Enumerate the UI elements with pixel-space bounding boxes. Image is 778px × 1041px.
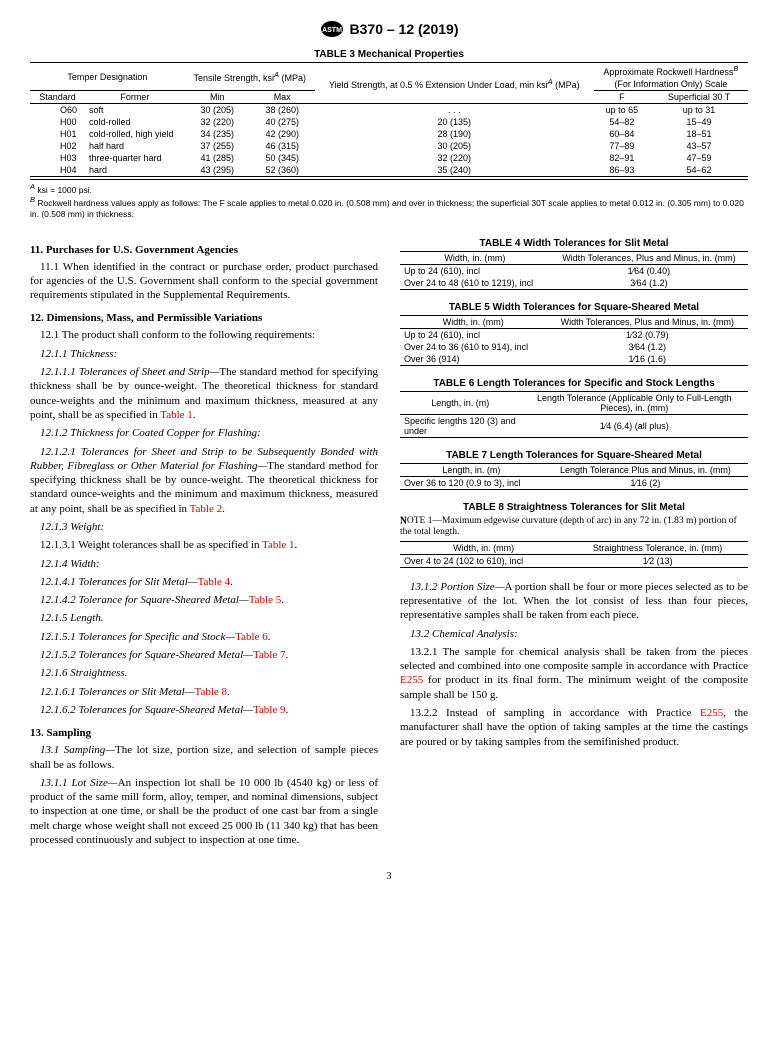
sec12-p2: 12.1.1 Thickness: [30,347,378,361]
table8-title: TABLE 8 Straightness Tolerances for Slit… [400,502,748,513]
sec13-p3: 13.1.2 Portion Size—A portion shall be f… [400,580,748,623]
table7-title: TABLE 7 Length Tolerances for Square-She… [400,450,748,461]
sec13-p2: 13.1.1 Lot Size—An inspection lot shall … [30,776,378,847]
table5-title: TABLE 5 Width Tolerances for Square-Shea… [400,302,748,313]
left-column: 11. Purchases for U.S. Government Agenci… [30,234,378,852]
sec12-p12: 12.1.5.1 Tolerances for Specific and Sto… [30,630,378,644]
table-row: Up to 24 (610), incl1⁄64 (0.40) [400,264,748,277]
astm-logo-icon: ASTM [320,20,344,38]
sec12-p10: 12.1.4.2 Tolerance for Square-Sheared Me… [30,593,378,607]
table-row: Up to 24 (610), incl1⁄32 (0.79) [400,328,748,341]
sec12-p8: 12.1.4 Width: [30,557,378,571]
table3-title: TABLE 3 Mechanical Properties [30,49,748,60]
sec13-title: 13. Sampling [30,727,378,739]
table-row: H03three-quarter hard41 (285)50 (345)32 … [30,152,748,164]
table-row: H04hard43 (295)52 (360)35 (240)86–9354–6… [30,164,748,177]
table7: Length, in. (m)Length Tolerance Plus and… [400,463,748,490]
svg-text:ASTM: ASTM [322,27,342,34]
sec13-p6: 13.2.2 Instead of sampling in accordance… [400,706,748,749]
sec13-p5: 13.2.1 The sample for chemical analysis … [400,645,748,702]
th-s30t: Superficial 30 T [650,91,748,104]
th-f: F [594,91,650,104]
page-number: 3 [30,871,748,882]
sec12-p1: 12.1 The product shall conform to the fo… [30,328,378,342]
sec12-p6: 12.1.3 Weight: [30,520,378,534]
sec12-title: 12. Dimensions, Mass, and Permissible Va… [30,312,378,324]
th-tensile: Tensile Strength, ksiA (MPa) [185,63,315,91]
table-row: O60soft30 (205)38 (260). . .up to 65up t… [30,104,748,117]
th-former: Former [85,91,185,104]
sec13-p1: 13.1 Sampling—The lot size, portion size… [30,743,378,772]
sec12-p15: 12.1.6.1 Tolerances or Slit Metal—Table … [30,685,378,699]
sec11-title: 11. Purchases for U.S. Government Agenci… [30,244,378,256]
table8: Width, in. (mm)Straightness Tolerance, i… [400,541,748,568]
table-row: Over 24 to 48 (610 to 1219), incl3⁄64 (1… [400,277,748,290]
sec12-p16: 12.1.6.2 Tolerances for Square-Sheared M… [30,703,378,717]
page-header: ASTM B370 – 12 (2019) [30,20,748,41]
table-row: H00cold-rolled32 (220)40 (275)20 (135)54… [30,116,748,128]
table6-title: TABLE 6 Length Tolerances for Specific a… [400,378,748,389]
table4: Width, in. (mm)Width Tolerances, Plus an… [400,251,748,290]
table-row: Over 36 (914)1⁄16 (1.6) [400,353,748,366]
designation: B370 – 12 (2019) [350,21,459,37]
th-std: Standard [30,91,85,104]
sec12-p9: 12.1.4.1 Tolerances for Slit Metal—Table… [30,575,378,589]
th-min: Min [185,91,250,104]
table-row: Over 24 to 36 (610 to 914), incl3⁄64 (1.… [400,341,748,353]
sec12-p4: 12.1.2 Thickness for Coated Copper for F… [30,426,378,440]
table-row: H01cold-rolled, high yield34 (235)42 (29… [30,128,748,140]
table3: Temper Designation Tensile Strength, ksi… [30,62,748,177]
th-rockwell: Approximate Rockwell HardnessB [594,63,748,79]
table-row: H02half hard37 (255)46 (315)30 (205)77–8… [30,140,748,152]
th-yield: Yield Strength, at 0.5 % Extension Under… [315,63,594,104]
sec11-p1: 11.1 When identified in the contract or … [30,260,378,303]
sec12-p7: 12.1.3.1 Weight tolerances shall be as s… [30,538,378,552]
table-row: Over 4 to 24 (102 to 610), incl1⁄2 (13) [400,554,748,567]
sec12-p5: 12.1.2.1 Tolerances for Sheet and Strip … [30,445,378,516]
table6: Length, in. (m)Length Tolerance (Applica… [400,391,748,438]
table5: Width, in. (mm)Width Tolerances, Plus an… [400,315,748,366]
right-column: TABLE 4 Width Tolerances for Slit Metal … [400,234,748,852]
th-max: Max [250,91,315,104]
sec12-p13: 12.1.5.2 Tolerances for Square-Sheared M… [30,648,378,662]
sec13-p4: 13.2 Chemical Analysis: [400,627,748,641]
table3-footnotes: A ksi = 1000 psi. B Rockwell hardness va… [30,179,748,220]
th-temper: Temper Designation [30,63,185,91]
sec12-p11: 12.1.5 Length. [30,611,378,625]
sec12-p14: 12.1.6 Straightness. [30,666,378,680]
table8-note-text: NOTE 1—Maximum edgewise curvature (depth… [400,516,748,539]
table4-title: TABLE 4 Width Tolerances for Slit Metal [400,238,748,249]
table-row: Specific lengths 120 (3) and under1⁄4 (6… [400,414,748,437]
table-row: Over 36 to 120 (0.9 to 3), incl1⁄16 (2) [400,476,748,489]
sec12-p3: 12.1.1.1 Tolerances of Sheet and Strip—T… [30,365,378,422]
th-rockwell-sub: (For Information Only) Scale [594,78,748,91]
